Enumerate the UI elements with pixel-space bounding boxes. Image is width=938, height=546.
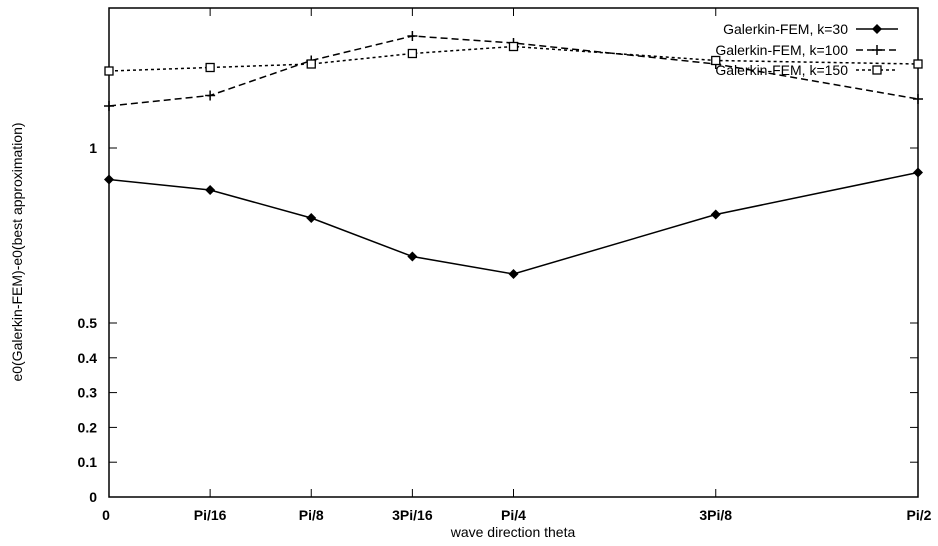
data-point-series-3 <box>104 66 114 76</box>
data-point-series-3 <box>508 41 519 52</box>
y-tick-label: 0 <box>89 489 97 505</box>
data-point-series-2 <box>104 101 114 111</box>
legend-swatch-marker <box>872 45 882 55</box>
x-tick-label: Pi/16 <box>194 507 227 523</box>
x-tick-label: 3Pi/16 <box>392 507 433 523</box>
series-markers <box>104 31 923 279</box>
data-point-series-1 <box>306 213 317 223</box>
data-point-series-3 <box>913 59 923 69</box>
data-point-series-1 <box>508 269 519 279</box>
data-point-series-2 <box>407 31 418 41</box>
legend: Galerkin-FEM, k=30 Galerkin-FEM, k=100 Gal… <box>715 21 898 78</box>
data-point-series-1 <box>205 185 216 195</box>
data-point-series-3 <box>306 59 316 69</box>
legend-swatch-marker <box>872 24 882 34</box>
y-tick-labels: 0 0.1 0.2 0.3 0.4 0.5 1 <box>78 140 98 505</box>
data-point-series-3 <box>711 55 721 66</box>
data-point-series-2 <box>205 90 216 101</box>
data-point-series-1 <box>913 167 923 178</box>
data-point-series-2 <box>913 94 923 104</box>
x-tick-label: 3Pi/8 <box>699 507 732 523</box>
legend-swatch-marker <box>872 65 882 75</box>
y-tick-label: 0.1 <box>78 454 98 470</box>
legend-label: Galerkin-FEM, k=150 <box>715 62 848 78</box>
series-line-1 <box>108 171 919 275</box>
x-tick-label: 0 <box>102 507 110 523</box>
legend-label: Galerkin-FEM, k=100 <box>715 42 848 58</box>
x-tick-label: Pi/2 <box>907 507 932 523</box>
data-point-series-3 <box>407 48 418 59</box>
x-tick-labels: 0 Pi/16 Pi/8 3Pi/16 Pi/4 3Pi/8 Pi/2 <box>102 507 932 523</box>
data-point-series-1 <box>104 174 114 185</box>
x-tick-label: Pi/4 <box>501 507 526 523</box>
x-axis-title: wave direction theta <box>450 524 576 540</box>
y-tick-label: 0.2 <box>78 419 98 435</box>
y-tick-label: 0.4 <box>78 350 98 366</box>
axis-ticks <box>108 8 919 498</box>
data-point-series-3 <box>205 62 215 73</box>
y-tick-label: 1 <box>89 140 97 156</box>
y-tick-label: 0.5 <box>78 315 98 331</box>
x-tick-label: Pi/8 <box>299 507 324 523</box>
data-point-series-1 <box>407 251 418 262</box>
legend-label: Galerkin-FEM, k=30 <box>723 21 848 37</box>
y-axis-title: e0(Galerkin-FEM)-e0(best approximation) <box>9 122 25 381</box>
y-tick-label: 0.3 <box>78 385 98 401</box>
plot-frame <box>108 7 919 498</box>
data-point-series-1 <box>710 209 721 220</box>
